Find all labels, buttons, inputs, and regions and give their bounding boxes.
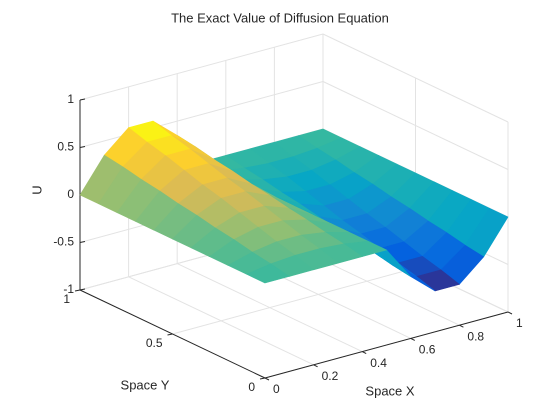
chart-title: The Exact Value of Diffusion Equation <box>171 10 389 25</box>
grid-line <box>322 81 509 170</box>
y-tick-label: 1 <box>63 292 70 306</box>
x-tick <box>264 377 270 381</box>
z-tick-label: 1 <box>67 92 74 106</box>
x-tick <box>361 351 367 355</box>
x-tick-label: 0.4 <box>370 356 387 370</box>
y-tick-label: 0 <box>248 380 255 394</box>
y-tick <box>167 333 173 336</box>
z-tick-label: 0.5 <box>57 140 74 154</box>
z-tick <box>79 241 86 243</box>
grid-line <box>322 33 509 123</box>
x-tick-label: 0 <box>273 382 280 396</box>
z-tick-label: -0.5 <box>53 235 74 249</box>
x-axis <box>264 311 509 379</box>
z-axis-label: U <box>29 185 44 194</box>
x-axis-label: Space X <box>365 383 414 398</box>
x-tick-label: 0.8 <box>467 329 484 343</box>
z-tick <box>79 288 86 291</box>
x-tick-label: 1 <box>516 316 523 330</box>
surface-cell <box>245 263 291 284</box>
z-tick-label: 0 <box>67 187 74 201</box>
x-tick <box>410 337 416 341</box>
z-tick-label: -1 <box>63 282 74 296</box>
y-tick <box>74 289 81 292</box>
z-tick <box>79 98 86 101</box>
grid-line <box>172 267 416 335</box>
y-tick <box>259 377 266 380</box>
z-tick <box>79 146 86 148</box>
x-tick <box>313 364 318 368</box>
grid-line <box>79 33 324 101</box>
x-tick <box>459 324 464 328</box>
y-tick-label: 0.5 <box>146 336 163 350</box>
y-axis-label: Space Y <box>121 377 170 392</box>
x-tick-label: 0.6 <box>419 343 436 357</box>
x-tick-label: 0.2 <box>322 369 339 383</box>
x-tick <box>507 311 513 315</box>
